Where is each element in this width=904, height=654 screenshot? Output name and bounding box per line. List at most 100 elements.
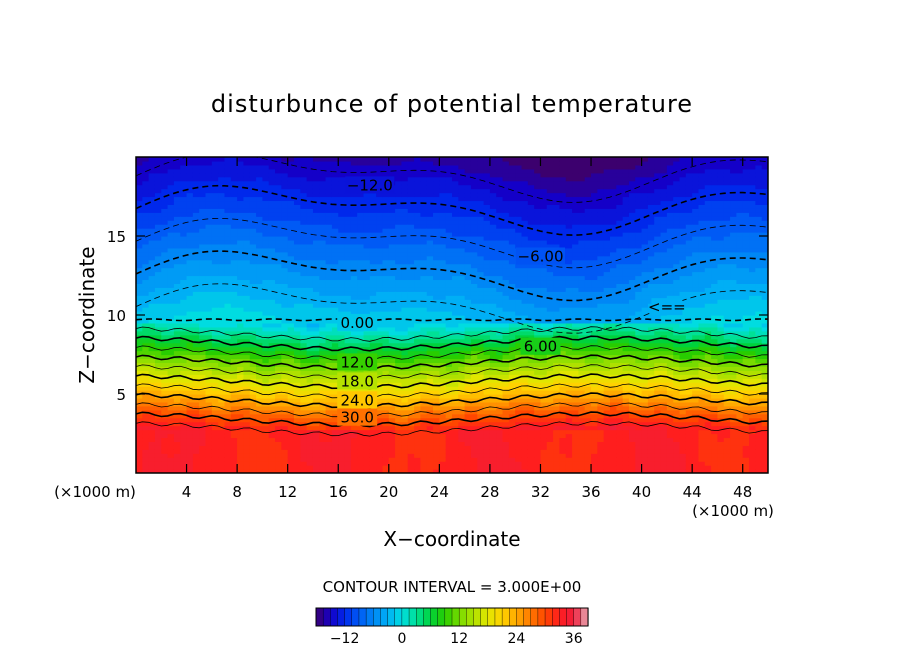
field-cell — [458, 350, 466, 356]
field-cell — [243, 184, 251, 190]
field-cell — [445, 378, 453, 383]
field-cell — [173, 267, 181, 273]
field-cell — [401, 461, 409, 466]
field-cell — [325, 338, 333, 344]
field-cell — [300, 255, 308, 261]
field-cell — [167, 188, 175, 194]
field-cell — [237, 176, 245, 182]
field-cell — [439, 283, 447, 288]
field-cell — [515, 429, 523, 435]
field-cell — [294, 255, 301, 261]
field-cell — [154, 224, 162, 229]
field-cell — [312, 180, 320, 186]
field-cell — [224, 346, 232, 352]
field-cell — [420, 271, 428, 277]
field-cell — [489, 346, 497, 352]
field-cell — [496, 303, 504, 308]
field-cell — [312, 216, 320, 221]
field-cell — [148, 421, 156, 427]
field-cell — [300, 457, 308, 462]
field-cell — [230, 176, 238, 182]
field-cell — [521, 378, 529, 383]
field-cell — [407, 338, 415, 344]
field-cell — [350, 437, 358, 442]
field-cell — [319, 307, 327, 312]
field-cell — [407, 425, 415, 431]
field-cell — [142, 405, 150, 411]
field-cell — [420, 378, 428, 383]
field-cell — [237, 374, 245, 379]
field-cell — [218, 386, 226, 391]
field-cell — [192, 267, 200, 273]
field-cell — [508, 409, 516, 415]
field-cell — [154, 445, 162, 450]
field-cell — [256, 346, 263, 352]
field-cell — [142, 164, 150, 170]
field-cell — [325, 425, 333, 431]
field-cell — [161, 239, 169, 245]
field-cell — [420, 469, 428, 473]
field-cell — [167, 457, 175, 462]
field-cell — [319, 409, 327, 415]
field-cell — [325, 216, 333, 221]
field-cell — [439, 461, 447, 466]
field-cell — [515, 421, 523, 427]
field-cell — [275, 196, 282, 202]
field-cell — [312, 243, 320, 249]
field-cell — [230, 204, 238, 209]
field-cell — [458, 236, 466, 241]
field-cell — [331, 405, 339, 411]
field-cell — [218, 362, 226, 367]
field-cell — [180, 160, 188, 166]
field-cell — [205, 224, 213, 229]
field-cell — [148, 441, 156, 446]
field-cell — [414, 263, 421, 269]
field-cell — [161, 457, 169, 462]
field-cell — [136, 236, 143, 241]
field-cell — [275, 366, 282, 371]
field-cell — [142, 461, 150, 466]
field-cell — [445, 362, 453, 367]
field-cell — [515, 378, 523, 383]
field-cell — [180, 251, 188, 257]
field-cell — [515, 469, 523, 473]
field-cell — [148, 184, 156, 190]
field-cell — [502, 311, 510, 316]
field-cell — [300, 184, 308, 190]
field-cell — [230, 299, 238, 304]
field-cell — [376, 164, 384, 170]
field-cell — [256, 247, 263, 253]
field-cell — [154, 386, 162, 391]
field-cell — [414, 354, 421, 360]
field-cell — [199, 251, 207, 257]
field-cell — [388, 228, 396, 233]
field-cell — [205, 176, 213, 182]
field-cell — [483, 370, 491, 375]
field-cell — [173, 180, 181, 186]
field-cell — [199, 263, 207, 269]
field-cell — [508, 157, 516, 162]
field-cell — [344, 307, 352, 312]
field-cell — [300, 283, 308, 288]
field-cell — [464, 358, 472, 363]
field-cell — [205, 405, 213, 411]
field-cell — [483, 247, 491, 253]
field-cell — [489, 307, 497, 312]
field-cell — [205, 421, 213, 427]
field-cell — [268, 180, 276, 186]
field-cell — [281, 469, 289, 473]
field-cell — [376, 453, 384, 458]
field-cell — [281, 263, 289, 269]
field-cell — [338, 172, 346, 178]
field-cell — [275, 429, 282, 435]
field-cell — [407, 362, 415, 367]
field-cell — [388, 366, 396, 371]
field-cell — [312, 303, 320, 308]
field-cell — [395, 208, 403, 213]
field-cell — [350, 247, 358, 253]
field-cell — [502, 303, 510, 308]
field-cell — [420, 421, 428, 427]
field-cell — [180, 196, 188, 202]
field-cell — [344, 247, 352, 253]
field-cell — [281, 358, 289, 363]
